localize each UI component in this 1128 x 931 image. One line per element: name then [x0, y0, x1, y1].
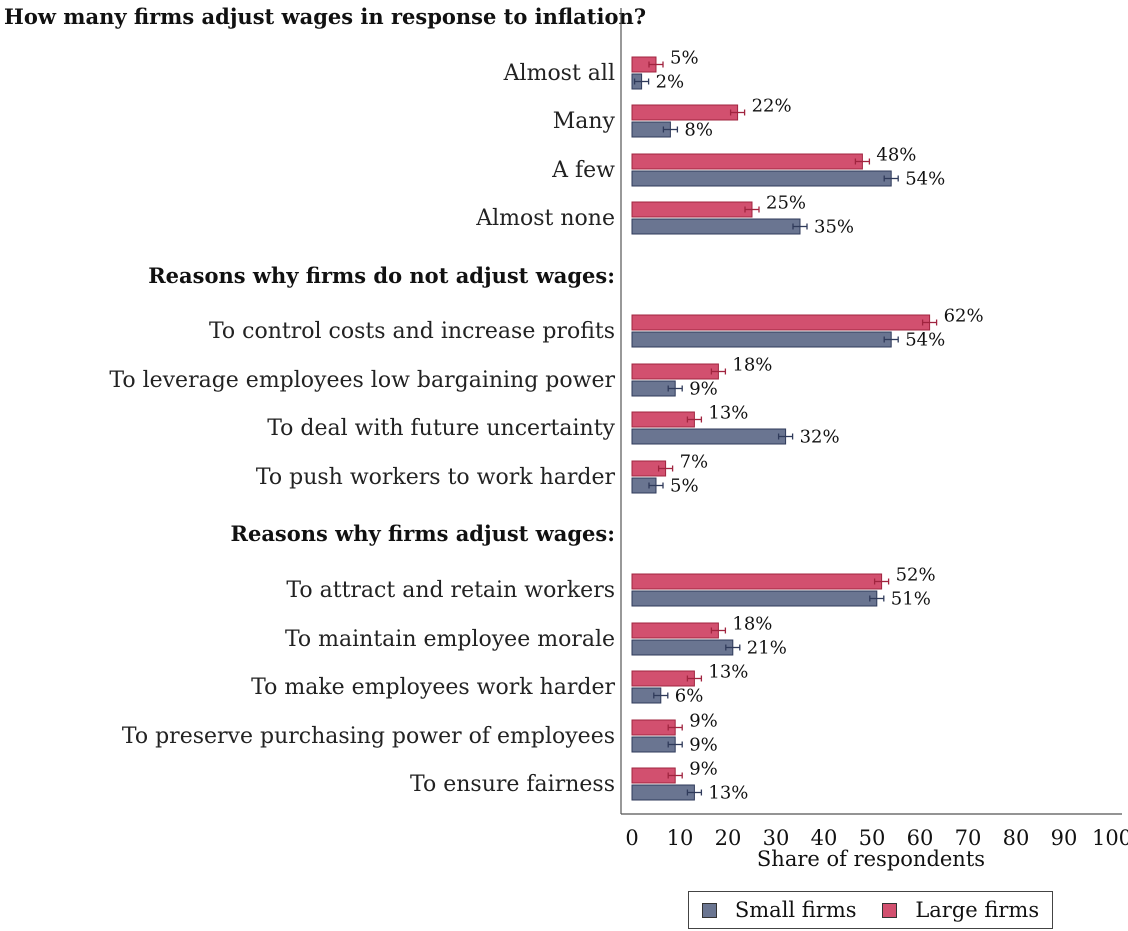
bar-large: [631, 363, 719, 380]
group-heading: Reasons why firms adjust wages:: [231, 521, 616, 546]
data-label-large: 25%: [766, 193, 806, 214]
data-label-small: 54%: [905, 330, 945, 351]
category-label: To control costs and increase profits: [209, 319, 615, 344]
legend: Small firms Large firms: [688, 891, 1053, 929]
x-tick-label: 100: [1092, 826, 1128, 850]
legend-item-small: Small firms: [701, 898, 857, 922]
category-label: To maintain employee morale: [285, 627, 615, 652]
category-label: Almost none: [475, 206, 615, 231]
category-label: Many: [553, 109, 616, 134]
bar-small: [631, 784, 695, 801]
data-label-large: 13%: [708, 403, 748, 424]
bar-small: [631, 639, 734, 656]
bar-small: [631, 590, 878, 607]
x-tick-label: 10: [667, 826, 694, 850]
category-label: Almost all: [503, 61, 615, 86]
x-tick-label: 80: [1003, 826, 1030, 850]
data-label-small: 6%: [675, 686, 704, 707]
x-axis-label: Share of respondents: [757, 847, 985, 871]
bar-large: [631, 573, 883, 590]
data-label-small: 8%: [684, 120, 713, 141]
category-label: To ensure fairness: [410, 772, 615, 797]
x-tick-label: 60: [907, 826, 934, 850]
data-label-small: 35%: [814, 217, 854, 238]
bar-small: [631, 170, 892, 187]
x-tick-label: 20: [715, 826, 742, 850]
data-label-small: 32%: [800, 427, 840, 448]
data-label-large: 18%: [732, 355, 772, 376]
x-tick-label: 30: [763, 826, 790, 850]
x-tick-label: 0: [625, 826, 638, 850]
data-label-small: 9%: [689, 735, 718, 756]
bar-large: [631, 670, 695, 687]
bar-large: [631, 201, 753, 218]
legend-item-large: Large firms: [882, 898, 1039, 922]
category-label: To preserve purchasing power of employee…: [122, 724, 615, 749]
bar-small: [631, 331, 892, 348]
bar-small: [631, 428, 787, 445]
legend-swatch-small: [701, 902, 717, 918]
category-label: To push workers to work harder: [256, 465, 616, 490]
x-tick-label: 40: [811, 826, 838, 850]
data-label-large: 52%: [896, 565, 936, 586]
data-label-small: 2%: [656, 72, 685, 93]
group-heading: Reasons why firms do not adjust wages:: [148, 263, 615, 288]
data-label-large: 18%: [732, 614, 772, 635]
data-label-small: 13%: [708, 783, 748, 804]
bar-large: [631, 622, 719, 639]
data-label-small: 51%: [891, 589, 931, 610]
category-label: To make employees work harder: [251, 675, 615, 700]
data-label-small: 9%: [689, 379, 718, 400]
data-label-large: 22%: [752, 96, 792, 117]
data-label-large: 5%: [670, 48, 699, 69]
bar-large: [631, 411, 695, 428]
data-label-large: 13%: [708, 662, 748, 683]
legend-label-large: Large firms: [915, 898, 1040, 922]
legend-label-small: Small firms: [734, 898, 857, 922]
data-label-small: 5%: [670, 476, 699, 497]
x-tick-label: 50: [859, 826, 886, 850]
data-label-large: 9%: [689, 711, 718, 732]
x-tick-label: 70: [955, 826, 982, 850]
data-label-large: 48%: [876, 145, 916, 166]
bar-large: [631, 104, 739, 121]
chart-title: How many firms adjust wages in response …: [4, 4, 646, 29]
x-tick-label: 90: [1051, 826, 1078, 850]
category-label: To deal with future uncertainty: [267, 416, 615, 441]
bar-large: [631, 314, 931, 331]
category-label: A few: [551, 158, 615, 183]
category-label: To leverage employees low bargaining pow…: [109, 368, 615, 393]
data-label-large: 62%: [944, 306, 984, 327]
category-label: To attract and retain workers: [286, 578, 615, 603]
bar-large: [631, 153, 863, 170]
bar-small: [631, 218, 801, 235]
data-label-small: 21%: [747, 638, 787, 659]
data-label-small: 54%: [905, 169, 945, 190]
chart-canvas: How many firms adjust wages in response …: [4, 4, 1128, 871]
data-label-large: 7%: [680, 452, 709, 473]
data-label-large: 9%: [689, 759, 718, 780]
legend-swatch-large: [882, 902, 898, 918]
